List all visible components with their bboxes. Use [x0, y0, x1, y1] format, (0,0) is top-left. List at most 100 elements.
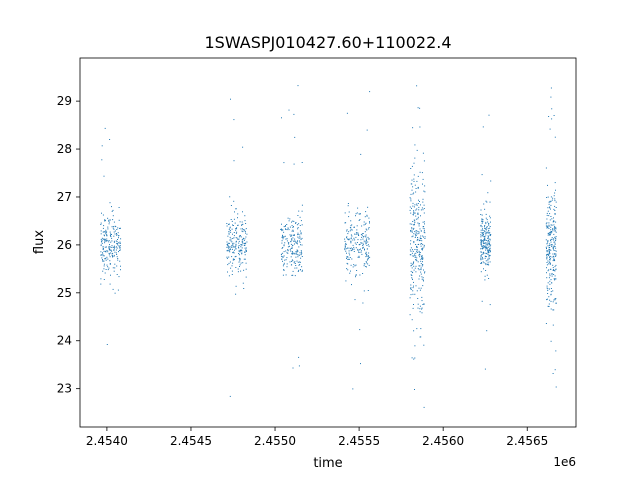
data-point — [554, 266, 556, 268]
data-point — [550, 279, 552, 281]
data-point — [102, 255, 104, 257]
data-point — [480, 236, 482, 238]
data-point — [101, 239, 103, 241]
data-point — [414, 267, 416, 269]
data-point — [227, 271, 228, 273]
data-point — [361, 225, 363, 227]
data-point — [286, 229, 288, 231]
data-point — [547, 241, 549, 242]
data-point — [420, 267, 422, 269]
data-point — [231, 274, 233, 275]
data-point — [362, 247, 364, 249]
data-point — [480, 258, 482, 260]
data-point — [414, 357, 416, 359]
data-point — [349, 230, 351, 232]
data-point — [412, 127, 414, 129]
data-point — [116, 229, 118, 230]
data-point — [292, 229, 294, 231]
data-point — [282, 247, 284, 248]
data-point — [280, 229, 282, 230]
data-point — [286, 266, 288, 268]
data-point — [553, 270, 555, 271]
data-point — [417, 213, 419, 215]
data-point — [555, 264, 557, 266]
data-point — [548, 215, 550, 217]
data-point — [350, 240, 352, 242]
data-point — [289, 261, 291, 263]
data-point — [242, 282, 244, 284]
data-point — [418, 231, 420, 233]
data-point — [414, 184, 416, 186]
data-point — [417, 303, 419, 305]
data-point — [552, 260, 554, 262]
data-point — [348, 211, 350, 213]
data-point — [290, 236, 292, 237]
data-point — [420, 204, 421, 206]
data-point — [350, 241, 352, 243]
data-point — [360, 234, 362, 235]
data-point — [421, 172, 423, 174]
data-point — [489, 247, 491, 249]
data-point — [345, 244, 347, 245]
data-point — [355, 274, 357, 276]
data-point — [227, 244, 229, 246]
data-point — [480, 231, 482, 233]
data-point — [300, 220, 302, 222]
x-tick-label: 2.4565 — [506, 434, 548, 448]
data-point — [413, 180, 415, 182]
data-point — [365, 266, 367, 267]
data-point — [419, 240, 421, 241]
data-point — [549, 263, 551, 264]
data-point — [231, 245, 233, 246]
data-point — [548, 306, 550, 307]
y-tick-label: 27 — [57, 190, 72, 204]
data-point — [351, 249, 353, 251]
data-point — [114, 251, 116, 253]
data-point — [293, 113, 295, 115]
data-point — [485, 256, 487, 258]
data-point — [410, 193, 412, 195]
data-point — [118, 251, 119, 253]
data-point — [282, 236, 284, 238]
data-point — [487, 192, 489, 194]
data-point — [290, 264, 292, 266]
data-point — [552, 246, 554, 248]
data-point — [546, 250, 548, 252]
data-point — [421, 249, 423, 251]
data-point — [414, 257, 416, 258]
data-point — [299, 237, 301, 239]
data-point — [413, 233, 415, 235]
data-point — [415, 255, 417, 257]
data-point — [485, 256, 487, 257]
data-point — [486, 244, 488, 246]
data-point — [546, 257, 548, 259]
data-point — [555, 238, 557, 240]
data-point — [547, 293, 549, 294]
data-point — [488, 255, 490, 257]
data-point — [111, 240, 113, 242]
data-point — [110, 252, 112, 254]
data-point — [362, 233, 364, 234]
data-point — [109, 248, 111, 250]
data-point — [106, 240, 108, 242]
data-point — [360, 363, 361, 365]
data-point — [232, 238, 234, 239]
data-point — [110, 236, 112, 238]
data-point — [113, 249, 115, 251]
data-point — [355, 215, 356, 217]
data-point — [422, 244, 424, 246]
data-point — [480, 234, 482, 236]
data-point — [102, 259, 103, 261]
data-point — [356, 270, 358, 271]
data-point — [358, 255, 360, 257]
data-point — [358, 251, 360, 253]
data-point — [110, 246, 112, 248]
data-point — [421, 296, 423, 298]
data-point — [243, 244, 245, 246]
data-point — [244, 231, 246, 232]
data-point — [296, 242, 297, 244]
data-point — [242, 146, 244, 148]
data-point — [104, 246, 106, 248]
data-point — [351, 229, 353, 231]
data-point — [488, 230, 490, 231]
